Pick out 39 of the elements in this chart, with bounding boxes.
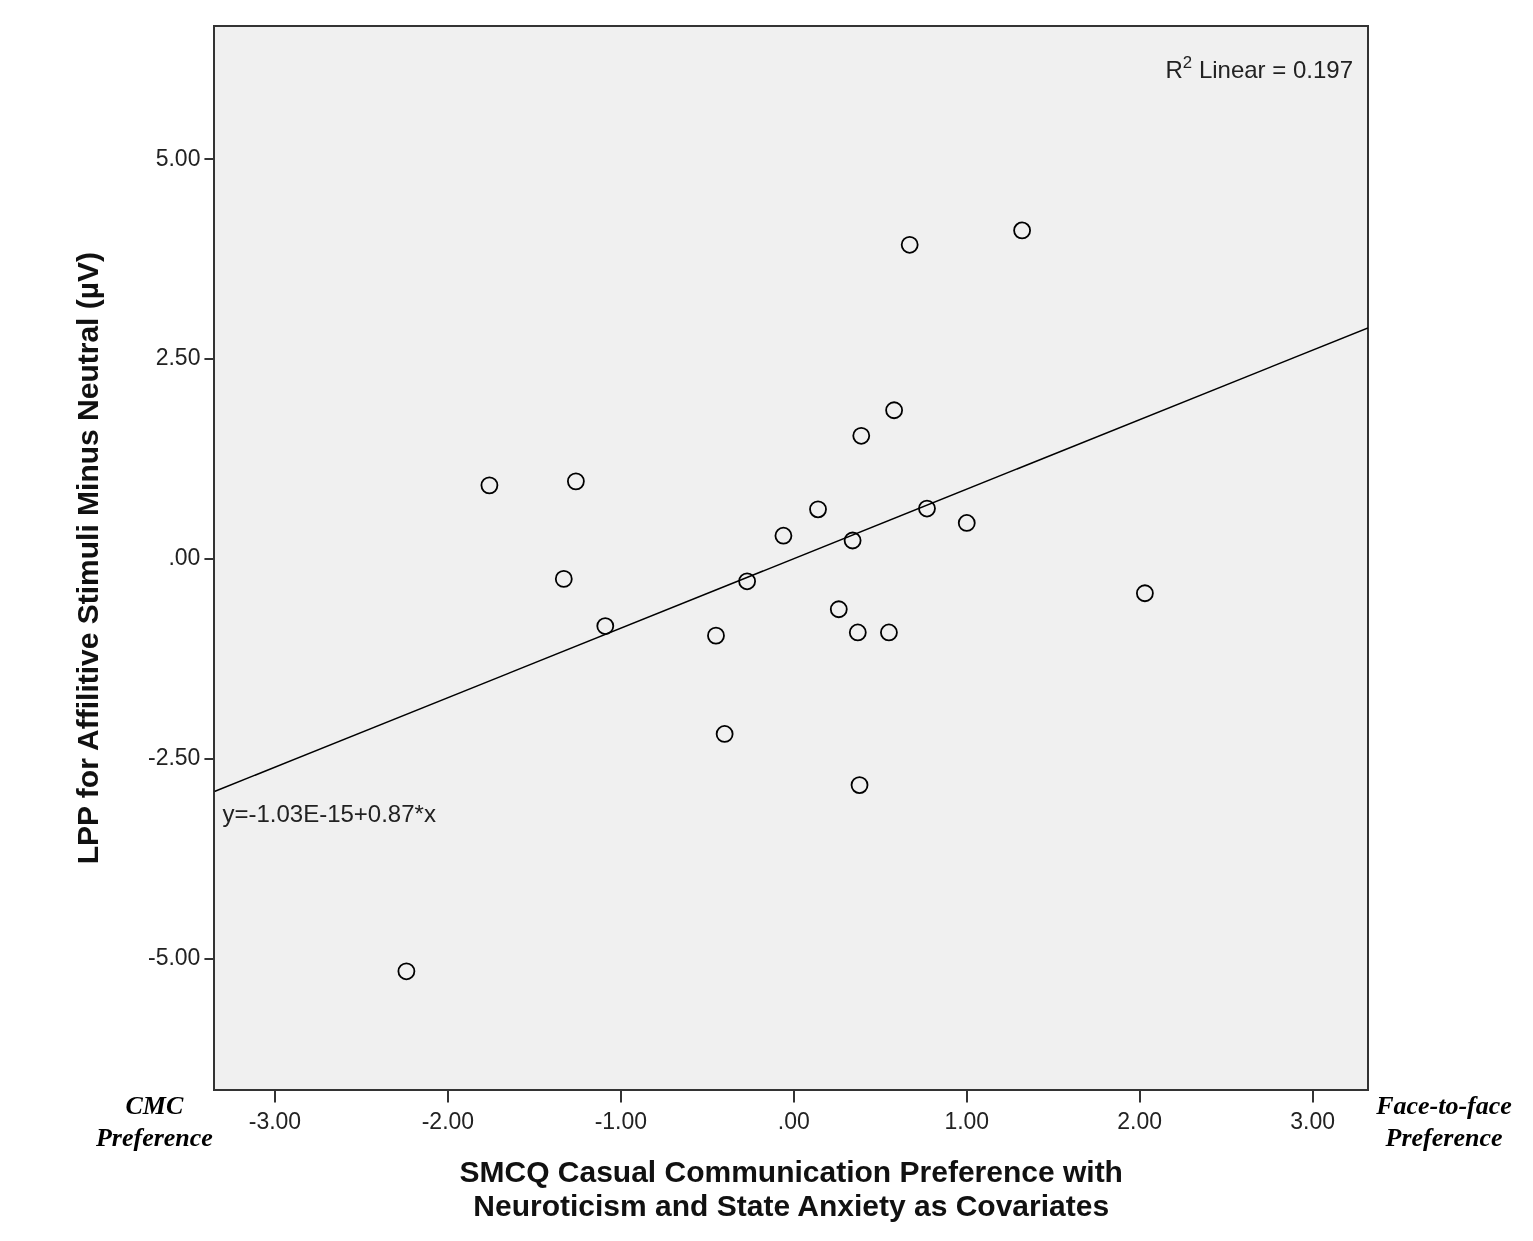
- point: [707, 626, 725, 645]
- annotation: y=-1.03E-15+0.87*x: [222, 799, 436, 827]
- point: [480, 476, 499, 495]
- point: [918, 499, 936, 518]
- point: [1136, 584, 1154, 603]
- x-tick-label: .00: [777, 1107, 810, 1134]
- point: [397, 962, 416, 981]
- y-tick-label: .00: [168, 544, 201, 571]
- point: [809, 500, 827, 519]
- text: CMC Preference: [94, 1091, 213, 1153]
- point: [848, 623, 867, 642]
- text: Face-to-face Preference: [1375, 1091, 1512, 1153]
- point: [715, 725, 734, 743]
- y-tick-label: -2.50: [147, 744, 201, 771]
- y-tick-label: 2.50: [155, 344, 201, 371]
- point: [852, 426, 871, 445]
- x-tick-label: 1.00: [944, 1107, 990, 1134]
- y-tick-label: 5.00: [155, 144, 201, 171]
- point: [885, 401, 904, 420]
- point: [880, 623, 898, 642]
- point: [596, 617, 615, 635]
- x-tick-label: -2.00: [421, 1107, 475, 1134]
- point: [850, 776, 869, 794]
- point: [900, 235, 919, 254]
- point: [554, 569, 573, 588]
- point: [774, 526, 793, 545]
- point: [843, 531, 862, 550]
- point: [566, 472, 585, 491]
- point: [1013, 221, 1031, 240]
- point: [738, 572, 757, 591]
- point: [829, 600, 848, 619]
- y-tick-label: -5.00: [147, 943, 201, 970]
- point: [957, 514, 976, 532]
- x-tick-label: -1.00: [594, 1107, 648, 1134]
- x-axis-title: SMCQ Casual Communication Preference with Neuroticism and State Anxiety as Covariates: [459, 1154, 1123, 1223]
- x-tick-label: -3.00: [248, 1107, 302, 1134]
- x-tick-label: 3.00: [1290, 1107, 1336, 1134]
- x-tick-label: 2.00: [1117, 1107, 1163, 1134]
- y-axis-title: LPP for Affilitive Stimuli Minus Neutral (µV): [71, 251, 105, 865]
